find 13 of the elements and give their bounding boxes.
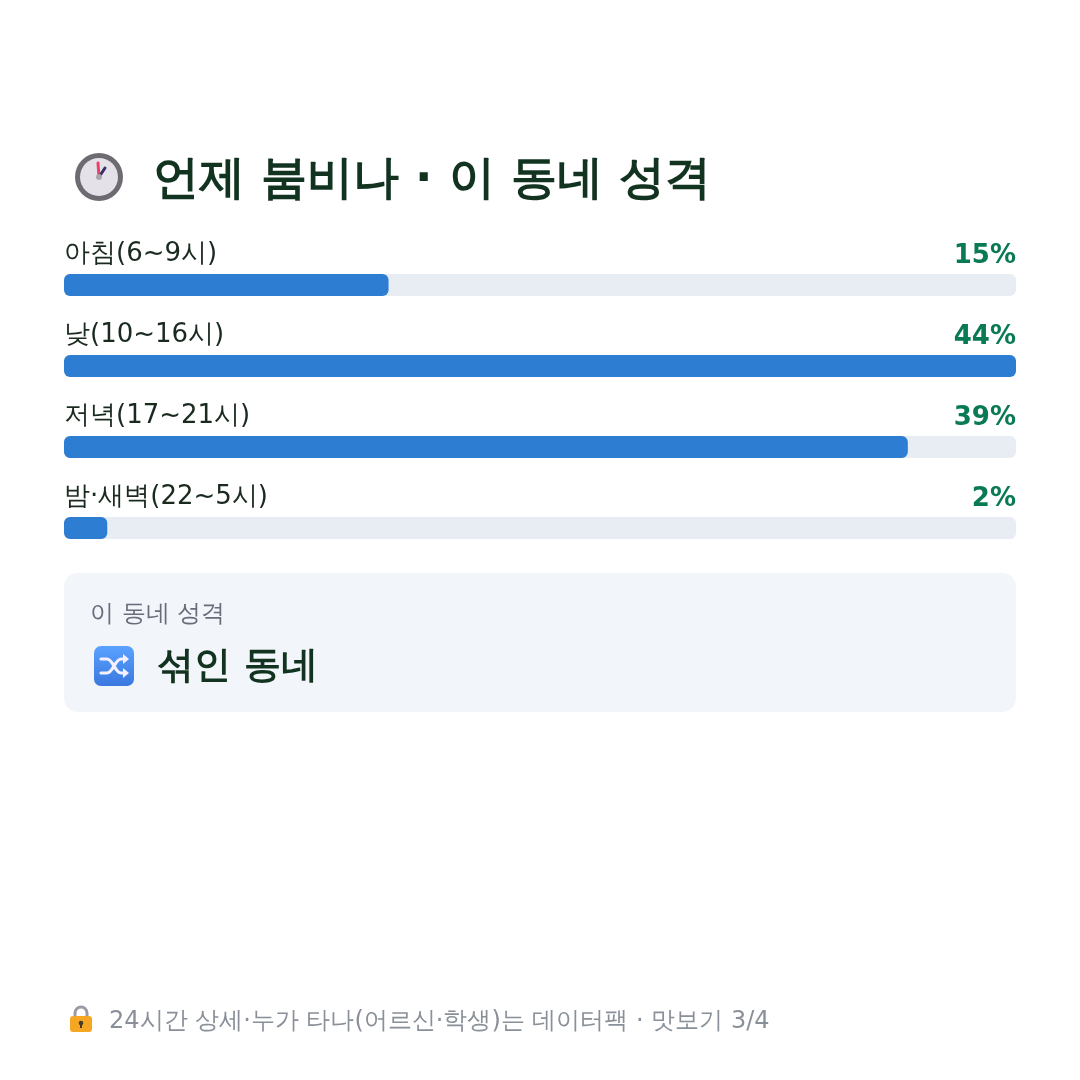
chart-title: 언제 붐비나 · 이 동네 성격	[153, 149, 711, 206]
text: 이 동네 성격	[90, 598, 226, 629]
data-label: 44%	[953, 320, 1016, 350]
data-label: 15%	[953, 239, 1016, 269]
data-label: 2%	[971, 482, 1016, 512]
text: 24시간 상세·누가 타나(어르신·학생)는 데이터팩 · 맛보기 3/4	[109, 1005, 770, 1036]
y-tick-label: 밤·새벽(22~5시)	[64, 480, 268, 510]
y-tick-label: 저녁(17~21시)	[64, 399, 251, 429]
data-label: 39%	[953, 401, 1016, 431]
text: 섞인 동네	[157, 642, 318, 688]
y-tick-label: 낮(10~16시)	[64, 318, 225, 348]
y-tick-label: 아침(6~9시)	[64, 237, 218, 267]
bar	[64, 517, 108, 539]
